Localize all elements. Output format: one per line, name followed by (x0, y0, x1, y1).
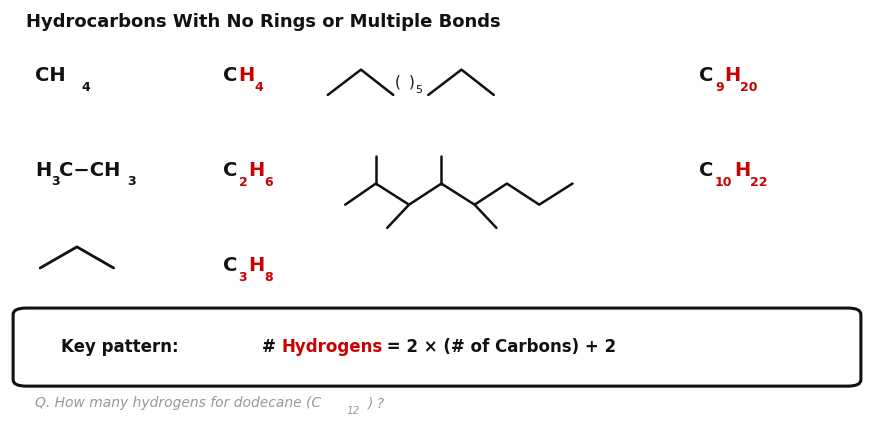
Text: 3: 3 (51, 175, 59, 188)
Text: H: H (248, 256, 265, 276)
Text: 3: 3 (127, 175, 135, 188)
Text: C: C (223, 256, 237, 276)
Text: C: C (223, 161, 237, 181)
Text: ): ) (409, 75, 415, 90)
Text: 9: 9 (715, 81, 724, 94)
Text: H: H (35, 161, 52, 181)
Text: H: H (734, 161, 751, 181)
Text: C: C (699, 66, 713, 86)
Text: 20: 20 (740, 81, 758, 94)
Text: #: # (262, 338, 281, 356)
Text: 10: 10 (715, 176, 732, 189)
Text: ) ?: ) ? (368, 396, 385, 410)
Text: = 2 × (# of Carbons) + 2: = 2 × (# of Carbons) + 2 (381, 338, 616, 356)
FancyBboxPatch shape (13, 308, 861, 386)
Text: 12: 12 (347, 406, 360, 417)
Text: H: H (248, 161, 265, 181)
Text: 6: 6 (264, 176, 273, 189)
Text: Q. How many hydrogens for dodecane (C: Q. How many hydrogens for dodecane (C (35, 396, 321, 410)
Text: C−CH: C−CH (59, 161, 120, 181)
Text: Hydrocarbons With No Rings or Multiple Bonds: Hydrocarbons With No Rings or Multiple B… (26, 13, 501, 31)
Text: 4: 4 (254, 81, 263, 94)
Text: H: H (239, 66, 255, 86)
Text: H: H (725, 66, 741, 86)
Text: 2: 2 (239, 176, 247, 189)
Text: 5: 5 (415, 85, 422, 95)
Text: 4: 4 (81, 81, 90, 94)
Text: Key pattern:: Key pattern: (61, 338, 179, 356)
Text: Hydrogens: Hydrogens (281, 338, 383, 356)
Text: CH: CH (35, 66, 66, 86)
Text: C: C (223, 66, 237, 86)
Text: 8: 8 (264, 271, 273, 284)
Text: 22: 22 (750, 176, 767, 189)
Text: C: C (699, 161, 713, 181)
Text: 3: 3 (239, 271, 247, 284)
Text: (: ( (395, 75, 401, 90)
